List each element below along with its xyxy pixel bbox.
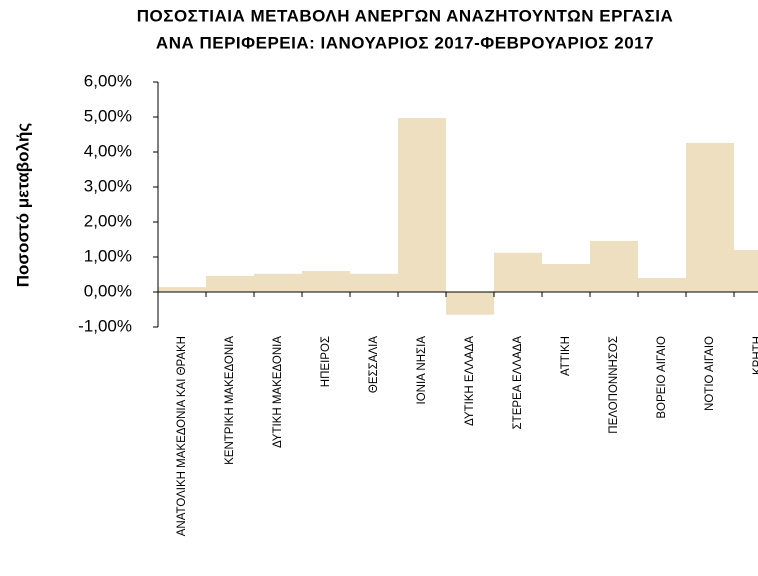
x-tick-label: ΚΕΝΤΡΙΚΗ ΜΑΚΕΔΟΝΙΑ	[224, 336, 236, 465]
bar	[590, 240, 638, 292]
x-tick-label: ΣΤΕΡΕΑ ΕΛΛΑΔΑ	[512, 336, 524, 430]
bar	[446, 292, 494, 315]
bar	[734, 250, 758, 292]
y-tick-label: 2,00%	[84, 211, 132, 230]
x-tick-label: ΔΥΤΙΚΗ ΕΛΛΑΔΑ	[464, 336, 476, 426]
y-tick-label: 5,00%	[84, 106, 132, 125]
bar	[350, 273, 398, 292]
y-tick-label: 0,00%	[84, 281, 132, 300]
x-tick-label: ΑΤΤΙΚΗ	[560, 336, 572, 376]
bar	[206, 275, 254, 292]
x-tick-label: ΠΕΛΟΠΟΝΝΗΣΟΣ	[608, 336, 620, 434]
y-tick-label: 1,00%	[84, 246, 132, 265]
x-tick-label: ΑΝΑΤΟΛΙΚΗ ΜΑΚΕΔΟΝΙΑ ΚΑΙ ΘΡΑΚΗ	[176, 336, 188, 536]
x-tick-label: ΔΥΤΙΚΗ ΜΑΚΕΔΟΝΙΑ	[272, 336, 284, 448]
bar	[542, 264, 590, 292]
bar	[638, 278, 686, 292]
bar	[398, 118, 446, 292]
x-tick-label: ΒΟΡΕΙΟ ΑΙΓΑΙΟ	[656, 336, 668, 419]
bar	[158, 287, 206, 292]
x-tick-label: ΚΡΗΤΗ	[752, 336, 758, 375]
y-tick-label: -1,00%	[78, 316, 132, 335]
bar	[254, 273, 302, 292]
bar	[686, 142, 734, 292]
y-tick-label: 3,00%	[84, 176, 132, 195]
y-tick-label: 6,00%	[84, 71, 132, 90]
x-tick-label: ΘΕΣΣΑΛΙΑ	[368, 336, 380, 393]
chart-title: ΑΝΑ ΠΕΡΙΦΕΡΕΙΑ: ΙΑΝΟΥΑΡΙΟΣ 2017-ΦΕΒΡΟΥΑΡ…	[156, 33, 654, 52]
x-tick-label: ΝΟΤΙΟ ΑΙΓΑΙΟ	[704, 336, 716, 411]
y-tick-label: 4,00%	[84, 141, 132, 160]
bar	[302, 271, 350, 292]
chart-title: ΠΟΣΟΣΤΙΑΙΑ ΜΕΤΑΒΟΛΗ ΑΝΕΡΓΩΝ ΑΝΑΖΗΤΟΥΝΤΩΝ…	[137, 6, 674, 25]
x-tick-label: ΗΠΕΙΡΟΣ	[320, 336, 332, 387]
x-tick-label: ΙΟΝΙΑ ΝΗΣΙΑ	[416, 336, 428, 405]
y-axis-label: Ποσοστό μεταβολής	[13, 123, 32, 288]
bar	[494, 252, 542, 292]
